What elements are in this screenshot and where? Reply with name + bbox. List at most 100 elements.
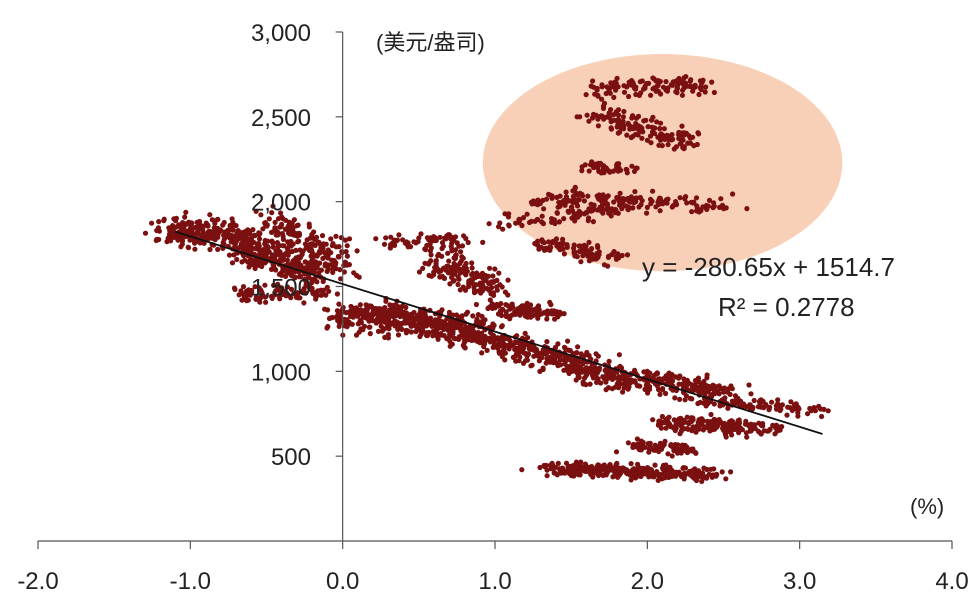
data-point: [273, 228, 279, 234]
data-point: [584, 251, 590, 257]
data-point: [706, 383, 712, 390]
data-point: [569, 204, 575, 210]
data-point: [268, 293, 275, 299]
data-point: [648, 92, 654, 98]
data-point: [382, 334, 388, 340]
data-point: [690, 415, 696, 421]
data-point: [635, 461, 641, 467]
data-point: [192, 246, 198, 252]
data-point: [647, 370, 653, 376]
data-point: [325, 266, 331, 272]
data-point: [386, 312, 393, 319]
data-point: [590, 375, 597, 381]
data-point: [413, 240, 419, 246]
data-point: [620, 114, 627, 120]
data-point: [566, 209, 572, 215]
data-point: [240, 284, 247, 290]
data-point: [433, 325, 439, 331]
data-point: [735, 418, 741, 424]
data-point: [614, 469, 620, 475]
data-point: [457, 270, 463, 276]
data-point: [283, 268, 289, 274]
data-point: [452, 255, 458, 261]
data-point: [547, 244, 553, 250]
data-point: [252, 233, 258, 239]
data-point: [483, 275, 489, 281]
data-point: [708, 411, 714, 418]
data-point: [348, 313, 354, 319]
data-point: [231, 285, 238, 291]
data-point: [687, 83, 693, 89]
x-tick-label: 4.0: [935, 568, 968, 595]
x-tick-label: -1.0: [170, 568, 211, 595]
data-point: [338, 276, 344, 282]
data-point: [462, 337, 468, 343]
data-point: [469, 265, 475, 271]
data-point: [234, 256, 240, 263]
data-point: [179, 227, 185, 233]
y-tick-label: 500: [271, 444, 311, 471]
data-point: [182, 214, 188, 220]
data-point: [156, 228, 162, 234]
data-point: [432, 264, 438, 271]
data-point: [226, 252, 233, 258]
data-point: [681, 146, 687, 152]
data-point: [624, 252, 631, 258]
data-point: [235, 232, 241, 238]
data-point: [635, 113, 642, 119]
data-point: [280, 243, 286, 249]
data-point: [306, 224, 312, 230]
data-point: [540, 365, 546, 371]
data-point: [252, 284, 258, 290]
data-point: [552, 354, 558, 360]
data-point: [470, 270, 476, 277]
data-point: [362, 314, 368, 320]
data-point: [558, 200, 564, 206]
data-point: [666, 378, 672, 384]
data-point: [661, 133, 667, 139]
data-point: [601, 462, 607, 468]
data-point: [736, 430, 742, 436]
data-point: [747, 428, 753, 434]
data-point: [367, 324, 373, 330]
data-point: [336, 254, 342, 260]
data-point: [312, 292, 318, 298]
data-point: [665, 85, 671, 91]
data-point: [594, 85, 600, 92]
data-point: [668, 82, 674, 88]
data-point: [663, 390, 669, 397]
data-point: [456, 335, 462, 341]
data-point: [479, 338, 485, 344]
data-point: [257, 295, 264, 301]
data-point: [334, 291, 340, 297]
data-point: [573, 190, 579, 196]
data-point: [346, 236, 353, 242]
data-point: [670, 136, 676, 142]
data-point: [626, 197, 633, 203]
data-point: [438, 331, 444, 337]
data-point: [437, 325, 443, 331]
data-point: [263, 299, 269, 305]
data-point: [171, 233, 177, 239]
data-point: [187, 237, 193, 243]
data-point: [424, 332, 431, 339]
data-point: [428, 245, 434, 251]
data-point: [733, 397, 739, 403]
x-tick-label: 2.0: [631, 568, 664, 595]
data-point: [522, 350, 528, 356]
data-point: [631, 466, 638, 472]
data-point: [683, 74, 689, 80]
data-point: [358, 326, 364, 332]
data-point: [682, 397, 688, 403]
data-point: [496, 270, 502, 276]
data-point: [490, 273, 496, 279]
data-point: [761, 428, 767, 434]
data-point: [525, 335, 531, 341]
data-point: [269, 254, 275, 260]
data-point: [563, 189, 569, 195]
data-point: [500, 337, 506, 343]
data-point: [608, 213, 614, 219]
data-point: [689, 209, 695, 215]
r-squared-label: R² = 0.2778: [718, 292, 855, 322]
data-point: [288, 268, 294, 274]
